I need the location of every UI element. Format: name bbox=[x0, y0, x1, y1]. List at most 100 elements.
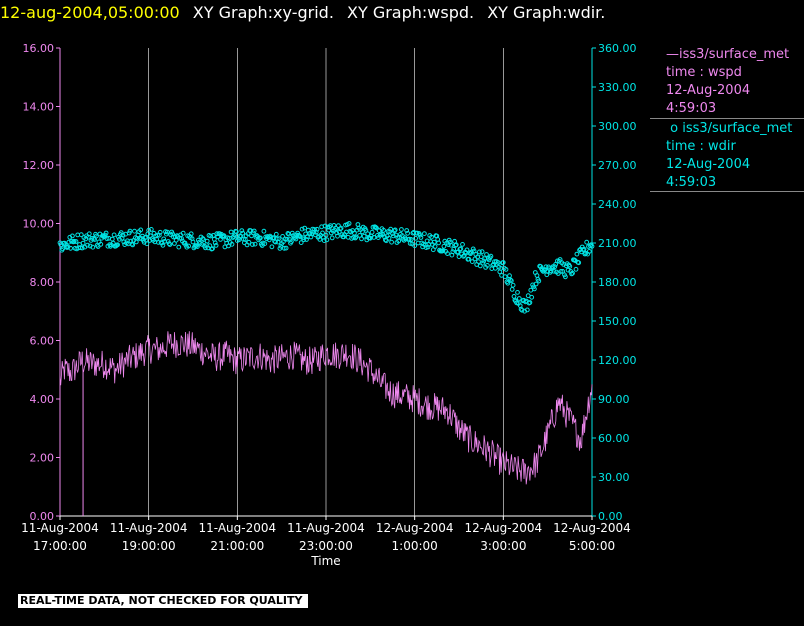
wdir-point bbox=[413, 235, 419, 241]
wdir-point bbox=[70, 233, 75, 239]
wdir-point bbox=[392, 227, 398, 233]
wdir-point bbox=[188, 231, 194, 237]
quality-notice: REAL-TIME DATA, NOT CHECKED FOR QUALITY bbox=[18, 594, 309, 608]
wdir-point bbox=[558, 269, 564, 274]
wdir-point bbox=[240, 230, 246, 236]
x-tick-label-time-2: 21:00:00 bbox=[210, 539, 264, 553]
wdir-point bbox=[359, 236, 364, 242]
wdir-point bbox=[164, 229, 170, 235]
wdir-point bbox=[453, 242, 459, 248]
wdir-point bbox=[533, 281, 539, 287]
legend-wdir-source: iss3/surface_met bbox=[682, 121, 793, 136]
wdir-point bbox=[157, 229, 163, 235]
wdir-point bbox=[297, 234, 303, 240]
wdir-point bbox=[229, 241, 235, 247]
wdir-point bbox=[509, 287, 515, 292]
wdir-point bbox=[250, 242, 255, 247]
wdir-point bbox=[589, 243, 595, 249]
right-tick-label-9: 270.00 bbox=[598, 159, 637, 172]
wdir-point bbox=[538, 264, 543, 269]
wdir-point bbox=[466, 256, 472, 262]
wdir-point bbox=[369, 229, 375, 235]
header-graph-wdir: XY Graph:wdir. bbox=[487, 3, 606, 22]
wdir-point bbox=[477, 249, 482, 255]
wdir-point bbox=[127, 228, 133, 234]
wdir-point bbox=[448, 242, 454, 248]
wdir-point bbox=[478, 254, 484, 260]
wdir-point bbox=[508, 277, 513, 283]
wdir-point bbox=[570, 270, 575, 276]
wdir-point bbox=[519, 307, 525, 313]
wdir-point bbox=[532, 286, 537, 292]
x-tick-label-date-6: 12-Aug-2004 bbox=[553, 521, 631, 535]
wdir-point bbox=[481, 258, 487, 264]
wdir-point bbox=[341, 234, 347, 240]
right-tick-label-2: 60.00 bbox=[598, 432, 630, 445]
wdir-point bbox=[138, 227, 144, 233]
right-tick-label-0: 0.00 bbox=[598, 510, 623, 523]
wdir-point bbox=[86, 231, 92, 237]
wdir-point bbox=[322, 223, 328, 229]
wdir-point bbox=[445, 251, 450, 257]
x-tick-label-date-3: 11-Aug-2004 bbox=[287, 521, 365, 535]
right-tick-label-4: 120.00 bbox=[598, 354, 637, 367]
wdir-point bbox=[280, 234, 286, 239]
wdir-point bbox=[386, 235, 392, 241]
wdir-point bbox=[581, 246, 587, 252]
header-timestamp: 12-aug-2004,05:00:00 bbox=[0, 3, 180, 22]
wdir-point bbox=[385, 229, 391, 234]
wdir-point bbox=[543, 264, 549, 270]
wdir-point bbox=[194, 243, 199, 249]
wdir-point bbox=[186, 243, 192, 249]
x-tick-label-date-5: 12-Aug-2004 bbox=[465, 521, 543, 535]
wdir-point bbox=[221, 233, 227, 239]
wdir-point bbox=[553, 262, 558, 267]
wdir-point bbox=[440, 248, 446, 254]
wdir-point bbox=[308, 234, 314, 240]
wdir-point bbox=[261, 228, 267, 234]
wdir-point bbox=[511, 294, 517, 299]
wdir-point bbox=[117, 236, 122, 242]
wdir-point bbox=[115, 242, 120, 248]
wdir-point bbox=[477, 263, 483, 269]
wdir-point bbox=[563, 274, 568, 280]
wdir-point bbox=[551, 268, 557, 274]
chart-header: 12-aug-2004,05:00:00 XY Graph:xy-grid. X… bbox=[0, 3, 605, 25]
wdir-point bbox=[576, 260, 582, 266]
legend-entry-wspd: —iss3/surface_met time : wspd 12-Aug-200… bbox=[666, 46, 804, 118]
wdir-point bbox=[404, 228, 410, 233]
wdir-point bbox=[289, 230, 295, 236]
wdir-point bbox=[176, 244, 182, 250]
wdir-point bbox=[552, 264, 558, 270]
wdir-point bbox=[515, 290, 520, 295]
legend-line-swatch: — bbox=[666, 47, 679, 62]
wdir-point bbox=[252, 241, 258, 247]
wdir-point bbox=[389, 239, 395, 245]
wdir-point bbox=[313, 229, 319, 235]
wdir-point bbox=[335, 233, 340, 239]
wdir-point bbox=[408, 237, 414, 242]
wdir-point bbox=[102, 232, 108, 238]
wdir-point bbox=[180, 230, 186, 236]
wdir-point bbox=[204, 238, 210, 244]
right-tick-label-1: 30.00 bbox=[598, 471, 630, 484]
wdir-point bbox=[399, 227, 404, 232]
wdir-point bbox=[155, 232, 160, 238]
wdir-point bbox=[355, 222, 361, 227]
wdir-point bbox=[73, 239, 79, 244]
wdir-point bbox=[78, 232, 84, 238]
x-tick-label-time-5: 3:00:00 bbox=[480, 539, 526, 553]
wdir-point bbox=[129, 241, 135, 247]
wdir-point bbox=[346, 221, 352, 226]
legend-divider bbox=[650, 118, 804, 119]
wdir-point bbox=[363, 227, 369, 233]
wdir-point bbox=[584, 239, 590, 245]
left-tick-label-2: 4.00 bbox=[30, 393, 55, 406]
right-tick-label-10: 300.00 bbox=[598, 120, 637, 133]
wdir-point bbox=[503, 267, 509, 272]
wdir-point bbox=[281, 245, 287, 251]
wdir-point bbox=[166, 241, 172, 247]
wdir-point bbox=[254, 233, 260, 238]
wdir-point bbox=[208, 233, 214, 239]
wdir-point bbox=[167, 242, 173, 247]
